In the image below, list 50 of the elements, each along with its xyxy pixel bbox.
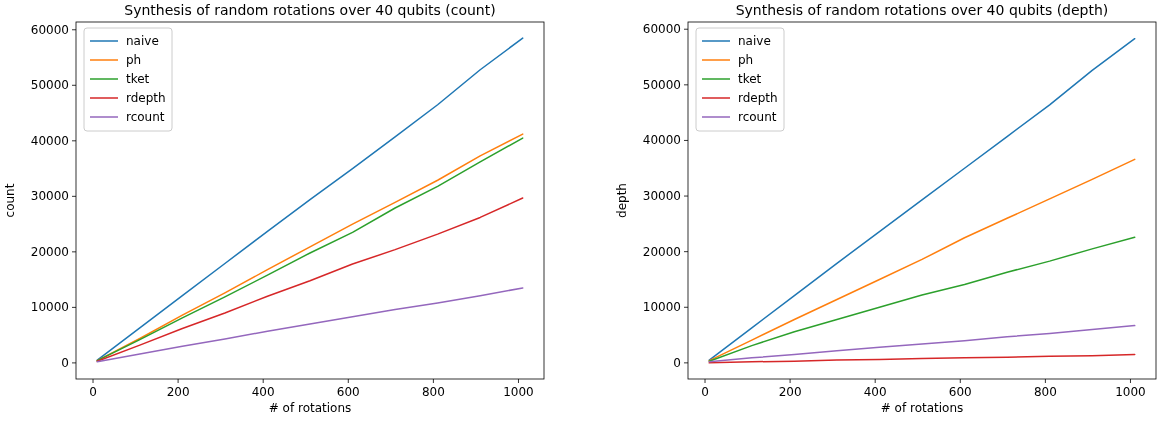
x-tick-label: 400 [251, 385, 275, 399]
y-tick-label: 20000 [642, 244, 681, 259]
line-series [96, 197, 524, 362]
y-tick-label: 10000 [642, 300, 681, 315]
legend-label: ph [126, 53, 142, 67]
legend-label: rdepth [126, 91, 166, 105]
x-tick-label: 1000 [1115, 385, 1146, 399]
line-series [96, 37, 524, 361]
x-tick-label: 0 [89, 385, 97, 399]
chart-title: Synthesis of random rotations over 40 qubits (depth) [735, 2, 1109, 18]
legend-label: rdepth [738, 91, 778, 105]
x-tick-label: 200 [778, 385, 802, 399]
legend-label: naive [126, 34, 159, 48]
x-axis-title: # of rotations [268, 401, 352, 415]
y-tick-label: 30000 [642, 189, 681, 204]
legend-label: naive [738, 34, 771, 48]
y-tick-label: 50000 [642, 77, 681, 92]
y-tick-label: 60000 [30, 22, 69, 37]
x-tick-label: 200 [166, 385, 190, 399]
y-tick-label: 40000 [642, 133, 681, 148]
y-tick-label: 40000 [30, 133, 69, 148]
x-tick-label: 0 [701, 385, 709, 399]
legend-label: ph [738, 53, 754, 67]
y-tick-label: 20000 [30, 244, 69, 259]
y-tick-label: 0 [673, 355, 681, 370]
y-axis-title: count [3, 183, 17, 218]
x-axis-title: # of rotations [880, 401, 964, 415]
y-tick-label: 30000 [30, 189, 69, 204]
x-tick-label: 600 [336, 385, 360, 399]
line-series [708, 236, 1136, 362]
y-tick-label: 0 [61, 355, 69, 370]
y-tick-label: 60000 [642, 22, 681, 37]
y-tick-label: 10000 [30, 300, 69, 315]
line-series [708, 158, 1136, 362]
legend-label: tket [738, 72, 762, 86]
x-tick-label: 800 [421, 385, 445, 399]
y-axis-title: depth [615, 183, 629, 218]
x-tick-label: 800 [1033, 385, 1057, 399]
x-tick-label: 1000 [503, 385, 534, 399]
chart-title: Synthesis of random rotations over 40 qubits (count) [124, 2, 496, 18]
y-tick-label: 50000 [30, 78, 69, 93]
x-tick-label: 400 [863, 385, 887, 399]
legend-label: tket [126, 72, 150, 86]
legend-label: rcount [126, 110, 165, 124]
line-series [96, 287, 524, 363]
x-tick-label: 600 [948, 385, 972, 399]
line-series [708, 353, 1136, 364]
line-series [708, 37, 1136, 361]
legend-label: rcount [738, 110, 777, 124]
line-series [708, 324, 1136, 363]
